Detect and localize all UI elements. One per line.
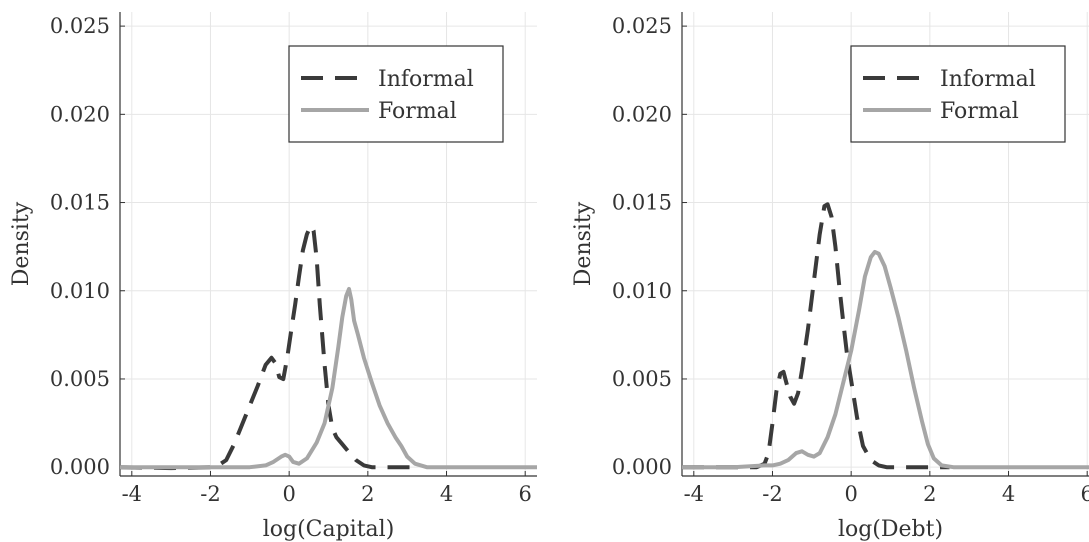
y-tick-label: 0.005 <box>50 367 110 391</box>
debt-series-formal <box>682 249 1089 470</box>
debt-series-informal <box>682 202 950 470</box>
debt-density-panel: -4 -2 0 2 4 6 0.000 0.005 0.010 0.015 0.020 0.025 lo… <box>571 12 1089 542</box>
x-tick-label: 2 <box>923 482 936 506</box>
debt-grid <box>682 12 1089 476</box>
y-tick-label: 0.020 <box>50 102 110 126</box>
y-tick-label: 0.020 <box>612 102 672 126</box>
capital-series-group <box>120 223 537 471</box>
x-tick-label: -4 <box>122 482 142 506</box>
x-tick-label: 0 <box>844 482 857 506</box>
capital-x-axis-title: log(Capital) <box>263 517 395 542</box>
x-tick-label: 4 <box>440 482 453 506</box>
x-tick-label: -4 <box>684 482 704 506</box>
x-tick-label: 4 <box>1002 482 1015 506</box>
debt-y-axis-title: Density <box>571 201 596 286</box>
capital-series-informal <box>120 223 415 471</box>
capital-legend: Informal Formal <box>288 45 504 143</box>
y-tick-label: 0.005 <box>612 367 672 391</box>
y-tick-label: 0.015 <box>612 191 672 215</box>
x-tick-label: 6 <box>1081 482 1089 506</box>
capital-density-panel: -4 -2 0 2 4 6 0.000 0.005 0.010 0.015 0.020 0.025 lo… <box>9 12 537 542</box>
y-tick-label: 0.000 <box>50 455 110 479</box>
x-tick-label: 6 <box>519 482 532 506</box>
legend-box <box>850 45 1066 143</box>
legend-label-informal: Informal <box>378 67 474 92</box>
y-tick-label: 0.010 <box>50 279 110 303</box>
x-tick-label: 0 <box>282 482 295 506</box>
legend-label-formal: Formal <box>940 99 1019 124</box>
y-tick-label: 0.010 <box>612 279 672 303</box>
legend-label-informal: Informal <box>940 67 1036 92</box>
y-tick-label: 0.000 <box>612 455 672 479</box>
debt-series-group <box>682 202 1089 470</box>
debt-legend: Informal Formal <box>850 45 1066 143</box>
y-tick-label: 0.015 <box>50 191 110 215</box>
x-tick-label: -2 <box>200 482 220 506</box>
legend-box <box>288 45 504 143</box>
x-tick-label: -2 <box>762 482 782 506</box>
y-tick-label: 0.025 <box>612 14 672 38</box>
debt-x-axis-title: log(Debt) <box>838 517 943 542</box>
capital-series-formal <box>120 287 537 470</box>
legend-label-formal: Formal <box>378 99 457 124</box>
capital-y-axis-title: Density <box>9 201 34 286</box>
y-tick-label: 0.025 <box>50 14 110 38</box>
x-tick-label: 2 <box>361 482 374 506</box>
